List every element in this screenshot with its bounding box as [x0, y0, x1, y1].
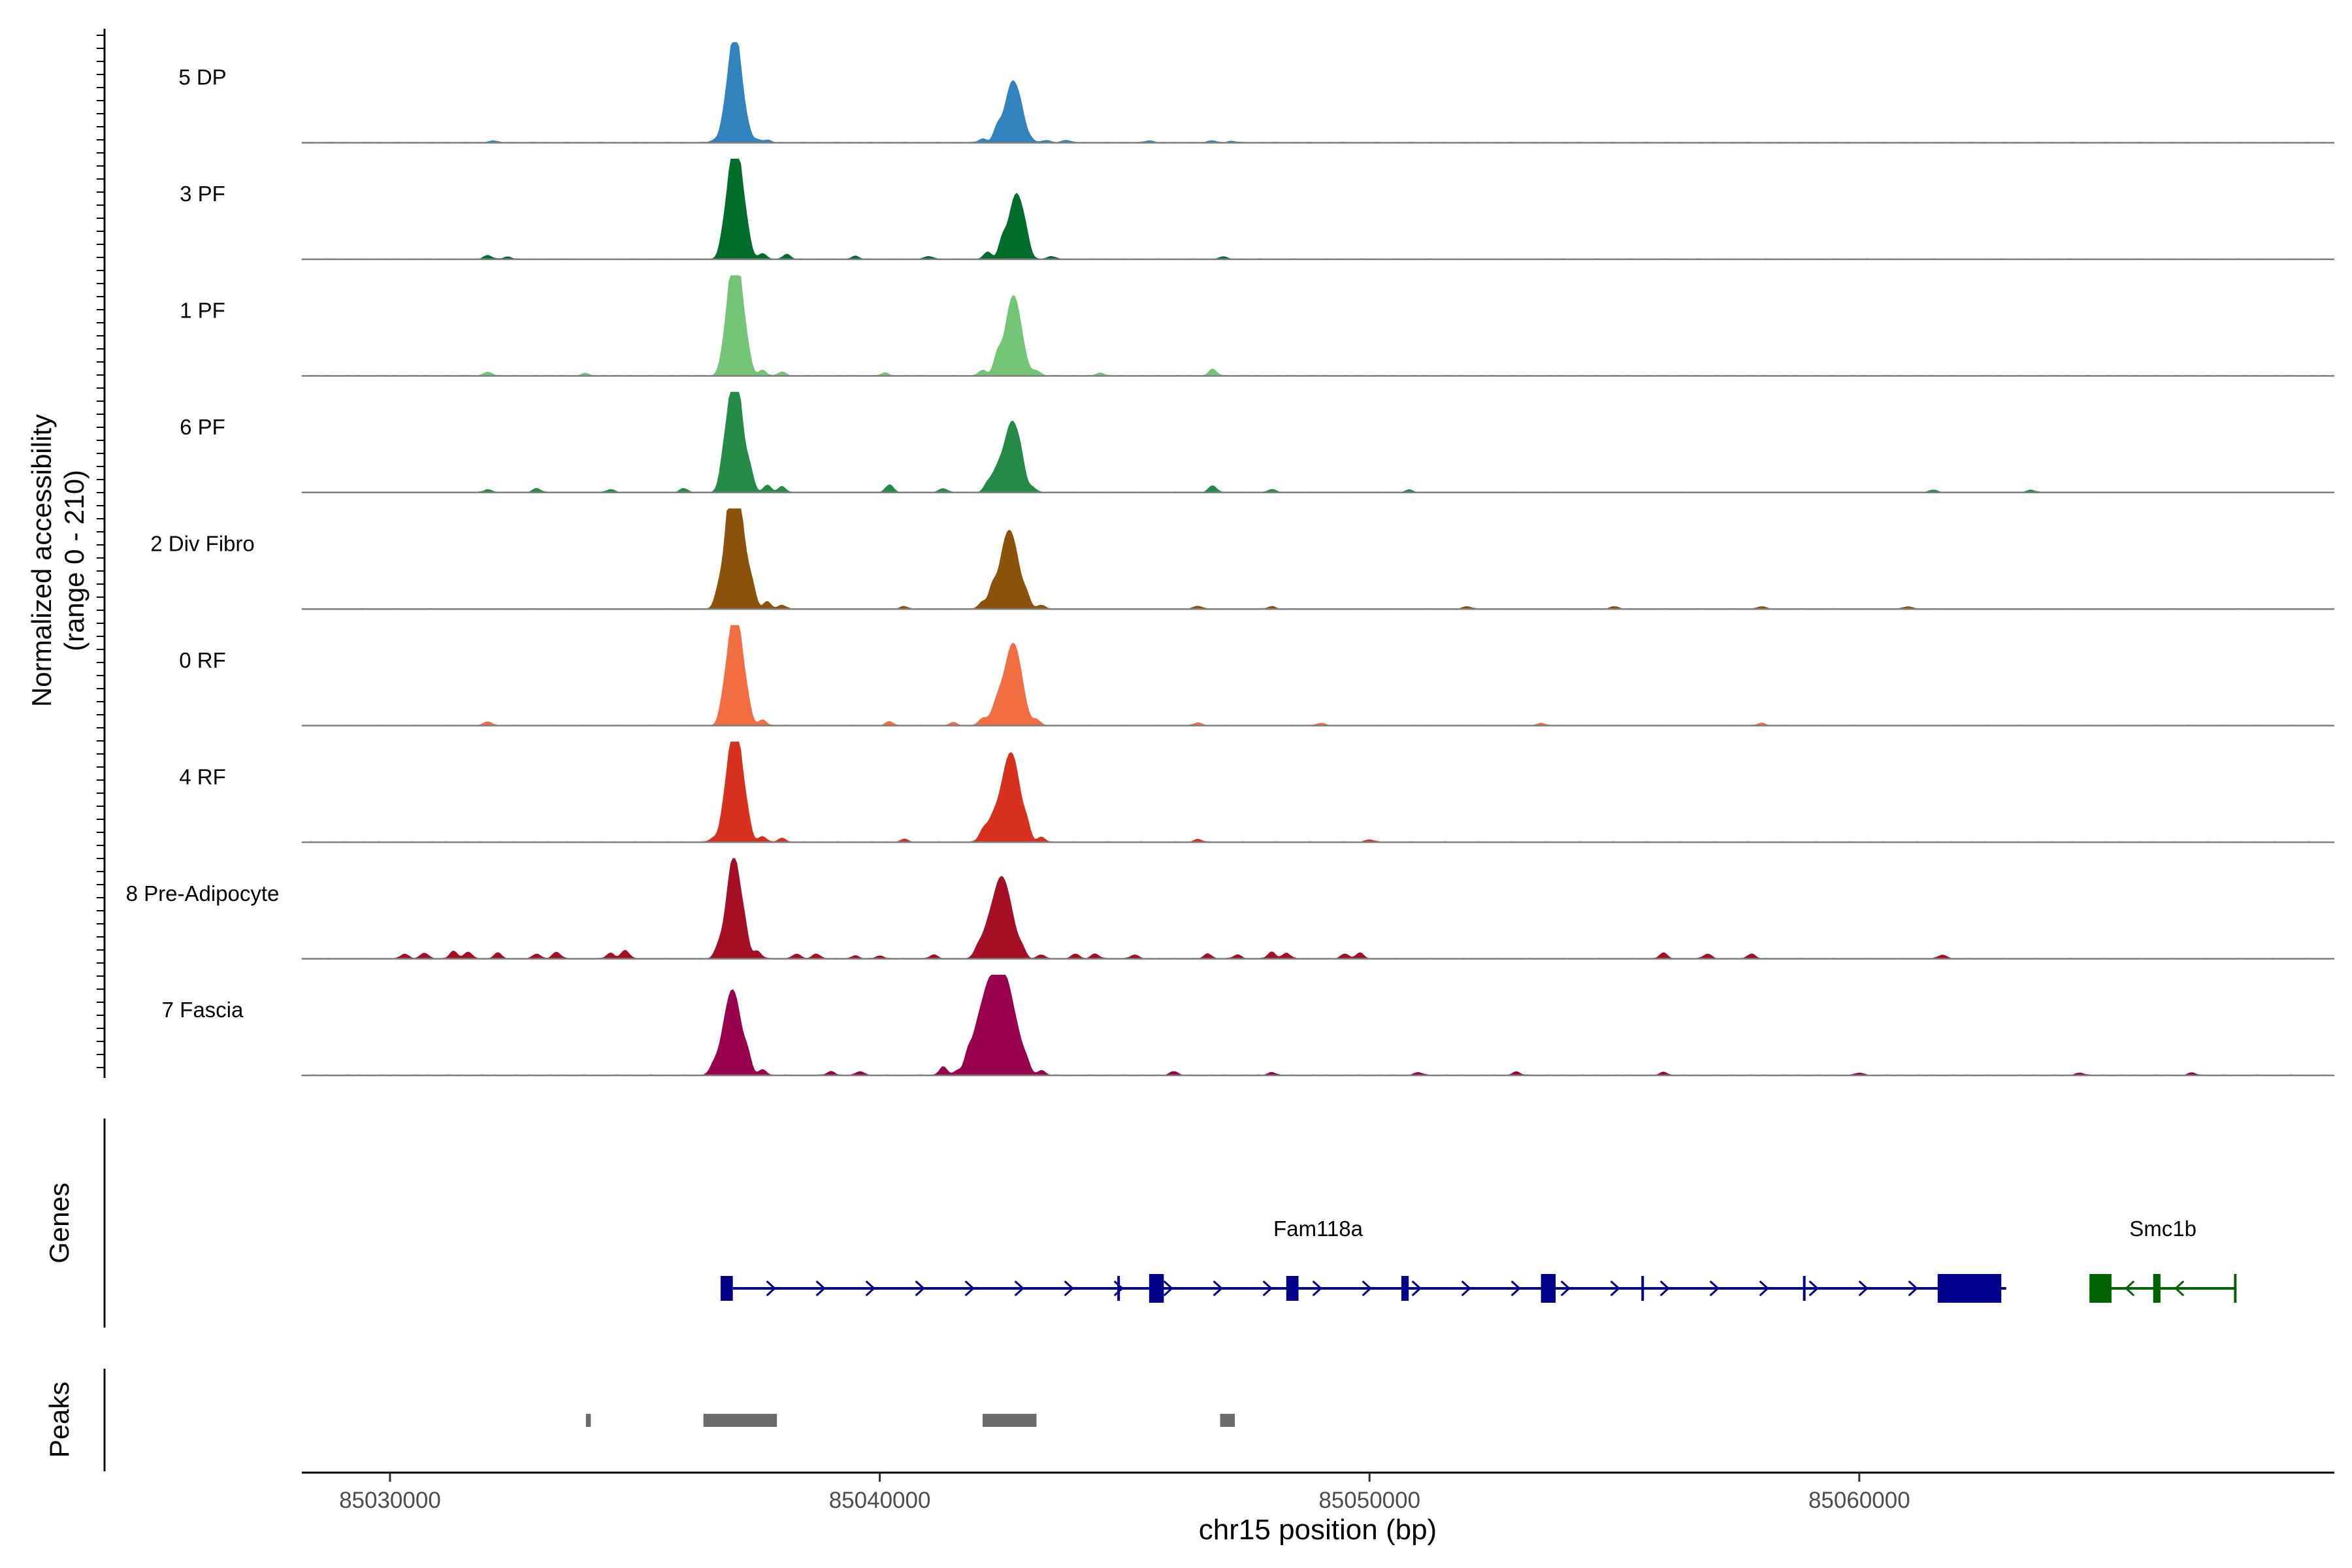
strand-arrow	[1461, 1280, 1471, 1297]
x-tick-label: 85050000	[1318, 1488, 1420, 1513]
exon	[2153, 1274, 2161, 1303]
strand-arrow	[1759, 1280, 1769, 1297]
peak-region	[703, 1414, 777, 1427]
strand-arrow	[1808, 1280, 1819, 1297]
strand-arrow	[1511, 1280, 1521, 1297]
exon	[1149, 1274, 1164, 1303]
strand-arrow	[865, 1280, 875, 1297]
x-axis-title: chr15 position (bp)	[1199, 1514, 1437, 1546]
strand-arrow	[1659, 1280, 1670, 1297]
exon	[1803, 1276, 1806, 1301]
track-9: 7 Fascia	[162, 975, 2335, 1077]
track-label: 4 RF	[179, 764, 226, 789]
exon	[1401, 1276, 1409, 1301]
track-label: 6 PF	[180, 415, 225, 439]
peak-region	[982, 1414, 1037, 1427]
gene-Smc1b: Smc1b	[2089, 1217, 2237, 1303]
strand-arrow	[1908, 1280, 1918, 1297]
strand-arrow	[1014, 1280, 1024, 1297]
y-axis-range-label: (range 0 - 210)	[59, 470, 90, 651]
exon	[1937, 1274, 2002, 1303]
strand-arrow	[1411, 1280, 1422, 1297]
track-label: 3 PF	[180, 182, 225, 206]
track-8: 8 Pre-Adipocyte	[126, 858, 2335, 960]
strand-arrow	[964, 1280, 975, 1297]
peaks-panel-label: Peaks	[44, 1382, 74, 1458]
track-label: 7 Fascia	[162, 998, 244, 1022]
y-axis-title: Normalized accessibility	[26, 414, 57, 707]
x-axis-ticks: 85030000 85040000 85050000 85060000	[339, 1473, 1910, 1513]
strand-arrow	[1064, 1280, 1074, 1297]
strand-arrow	[915, 1280, 925, 1297]
exon	[2234, 1274, 2237, 1303]
exon	[1117, 1276, 1120, 1301]
strand-arrow	[1163, 1280, 1173, 1297]
strand-arrow	[2174, 1280, 2185, 1297]
strand-arrow	[1362, 1280, 1372, 1297]
genes-panel-label: Genes	[44, 1183, 74, 1264]
track-label: 8 Pre-Adipocyte	[126, 881, 280, 906]
peak-region	[585, 1414, 591, 1427]
coverage-tracks: 5 DP 3 PF 1 PF 6 PF 2 Div Fibro 0 RF 4 RF 8 Pre…	[126, 42, 2335, 1077]
track-3: 1 PF	[180, 275, 2335, 377]
exon	[1541, 1274, 1556, 1303]
strand-arrow	[1113, 1280, 1124, 1297]
strand-arrow	[766, 1280, 776, 1297]
strand-arrow	[1560, 1280, 1571, 1297]
track-label: 5 DP	[178, 65, 226, 90]
track-2: 3 PF	[180, 158, 2335, 261]
gene-Fam118a: Fam118a	[720, 1217, 2006, 1303]
track-7: 4 RF	[179, 742, 2335, 843]
strand-arrow	[1709, 1280, 1720, 1297]
track-6: 0 RF	[179, 625, 2335, 727]
strand-arrow	[1213, 1280, 1223, 1297]
strand-arrow	[1262, 1280, 1273, 1297]
strand-arrow	[2124, 1280, 2135, 1297]
gene-name-label: Smc1b	[2129, 1217, 2197, 1241]
exon	[2089, 1274, 2112, 1303]
x-tick-label: 85060000	[1808, 1488, 1910, 1513]
peak-region	[1220, 1414, 1235, 1427]
track-label: 0 RF	[179, 648, 226, 672]
coverage-y-ticks	[97, 35, 105, 1068]
x-tick-label: 85040000	[829, 1488, 931, 1513]
x-tick-label: 85030000	[339, 1488, 441, 1513]
track-label: 1 PF	[180, 299, 225, 323]
genes-track: Fam118a Smc1b	[720, 1217, 2237, 1303]
gene-name-label: Fam118a	[1273, 1217, 1364, 1241]
track-4: 6 PF	[180, 391, 2335, 494]
strand-arrow	[815, 1280, 826, 1297]
track-1: 5 DP	[178, 42, 2335, 144]
track-5: 2 Div Fibro	[150, 508, 2335, 610]
strand-arrow	[1858, 1280, 1869, 1297]
exon	[720, 1276, 733, 1301]
exon	[1641, 1276, 1644, 1301]
strand-arrow	[1610, 1280, 1620, 1297]
strand-arrow	[1312, 1280, 1322, 1297]
exon	[1286, 1276, 1299, 1301]
peaks-track	[585, 1414, 1235, 1427]
track-label: 2 Div Fibro	[150, 531, 255, 555]
